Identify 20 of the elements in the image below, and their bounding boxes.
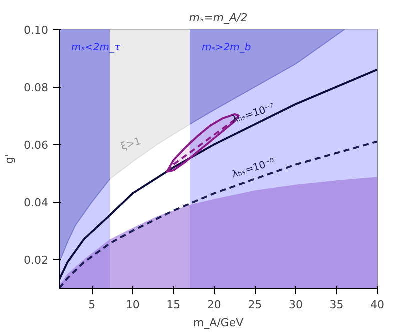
y-tick-label: 0.08: [24, 82, 49, 95]
y-tick-label: 0.06: [24, 139, 49, 152]
x-tick-label: 15: [166, 298, 181, 312]
y-axis-title: g': [3, 154, 16, 164]
x-tick-label: 30: [288, 298, 303, 312]
y-tick-label: 0.10: [24, 24, 49, 37]
x-tick-label: 40: [370, 298, 384, 312]
band-label: mₛ>2m_b: [202, 42, 252, 54]
x-axis-title: m_A/GeV: [193, 316, 244, 330]
x-tick-label: 20: [207, 298, 222, 312]
text: ξ>1: [120, 136, 143, 153]
y-tick-label: 0.02: [24, 254, 49, 268]
line-series: [60, 68, 378, 281]
y-tick-label: 0.04: [24, 196, 49, 210]
x-tick-label: 5: [88, 298, 96, 312]
x-tick-label: 35: [330, 298, 344, 312]
x-tick-label: 10: [126, 298, 140, 312]
x-tick-label: 25: [248, 298, 262, 312]
chart-title: mₛ=m_A/2: [189, 12, 248, 24]
line-series: [60, 178, 111, 264]
